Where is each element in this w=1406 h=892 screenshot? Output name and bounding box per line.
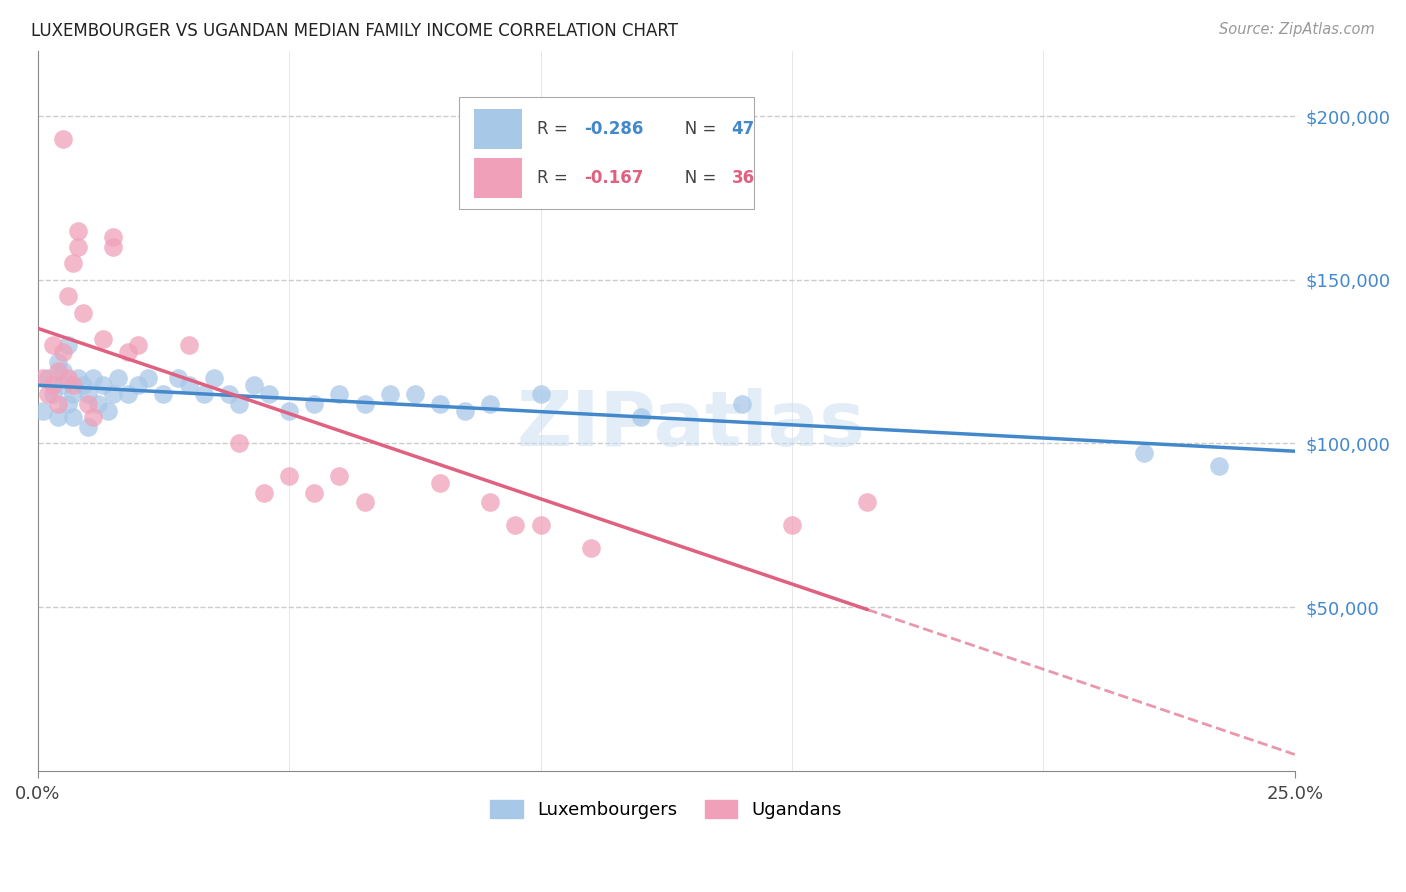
Point	[429, 475, 451, 490]
Point	[91, 332, 114, 346]
Point	[101, 240, 124, 254]
Point	[37, 371, 59, 385]
Point	[77, 420, 100, 434]
Point	[66, 240, 89, 254]
Text: Source: ZipAtlas.com: Source: ZipAtlas.com	[1219, 22, 1375, 37]
Point	[31, 403, 53, 417]
Text: 47: 47	[731, 120, 755, 137]
Point	[62, 387, 84, 401]
Point	[117, 344, 139, 359]
Point	[62, 410, 84, 425]
Point	[66, 224, 89, 238]
Point	[177, 377, 200, 392]
Legend: Luxembourgers, Ugandans: Luxembourgers, Ugandans	[484, 793, 849, 827]
Point	[328, 469, 350, 483]
Point	[127, 377, 149, 392]
Point	[97, 403, 120, 417]
Point	[353, 495, 375, 509]
Point	[257, 387, 280, 401]
Point	[82, 410, 104, 425]
Point	[37, 387, 59, 401]
Point	[91, 377, 114, 392]
Point	[66, 371, 89, 385]
Point	[579, 541, 602, 556]
Point	[56, 289, 79, 303]
Point	[228, 436, 250, 450]
Point	[127, 338, 149, 352]
Text: -0.286: -0.286	[585, 120, 644, 137]
Point	[152, 387, 174, 401]
Point	[243, 377, 266, 392]
Point	[167, 371, 190, 385]
Point	[77, 397, 100, 411]
Point	[1208, 459, 1230, 474]
Point	[193, 387, 215, 401]
Bar	[474, 109, 522, 149]
Point	[46, 397, 69, 411]
Point	[42, 387, 65, 401]
Point	[505, 518, 527, 533]
Point	[101, 387, 124, 401]
Point	[87, 397, 110, 411]
Point	[177, 338, 200, 352]
Point	[62, 256, 84, 270]
Point	[202, 371, 225, 385]
Point	[46, 410, 69, 425]
Point	[780, 518, 803, 533]
Point	[56, 371, 79, 385]
Point	[136, 371, 159, 385]
Bar	[474, 158, 522, 198]
Point	[72, 305, 94, 319]
FancyBboxPatch shape	[458, 97, 754, 209]
Text: N =: N =	[669, 120, 721, 137]
Text: N =: N =	[669, 169, 721, 186]
Point	[42, 377, 65, 392]
Point	[253, 485, 276, 500]
Point	[278, 469, 301, 483]
Point	[378, 387, 401, 401]
Point	[479, 397, 502, 411]
Point	[630, 410, 652, 425]
Point	[52, 132, 75, 146]
Point	[1133, 446, 1156, 460]
Point	[454, 403, 477, 417]
Point	[101, 230, 124, 244]
Point	[52, 344, 75, 359]
Point	[52, 377, 75, 392]
Point	[52, 364, 75, 378]
Point	[529, 518, 551, 533]
Point	[429, 397, 451, 411]
Point	[56, 338, 79, 352]
Point	[529, 387, 551, 401]
Point	[730, 397, 752, 411]
Text: LUXEMBOURGER VS UGANDAN MEDIAN FAMILY INCOME CORRELATION CHART: LUXEMBOURGER VS UGANDAN MEDIAN FAMILY IN…	[31, 22, 678, 40]
Point	[56, 397, 79, 411]
Point	[328, 387, 350, 401]
Point	[856, 495, 879, 509]
Text: ZIPatlas: ZIPatlas	[517, 388, 866, 462]
Point	[72, 377, 94, 392]
Text: R =: R =	[537, 120, 572, 137]
Point	[82, 371, 104, 385]
Text: 36: 36	[731, 169, 755, 186]
Text: R =: R =	[537, 169, 572, 186]
Point	[278, 403, 301, 417]
Point	[46, 354, 69, 368]
Point	[107, 371, 129, 385]
Point	[46, 364, 69, 378]
Text: -0.167: -0.167	[585, 169, 644, 186]
Point	[479, 495, 502, 509]
Point	[304, 485, 326, 500]
Point	[62, 377, 84, 392]
Point	[42, 338, 65, 352]
Point	[404, 387, 426, 401]
Point	[31, 371, 53, 385]
Point	[117, 387, 139, 401]
Point	[218, 387, 240, 401]
Point	[353, 397, 375, 411]
Point	[77, 387, 100, 401]
Point	[228, 397, 250, 411]
Point	[304, 397, 326, 411]
